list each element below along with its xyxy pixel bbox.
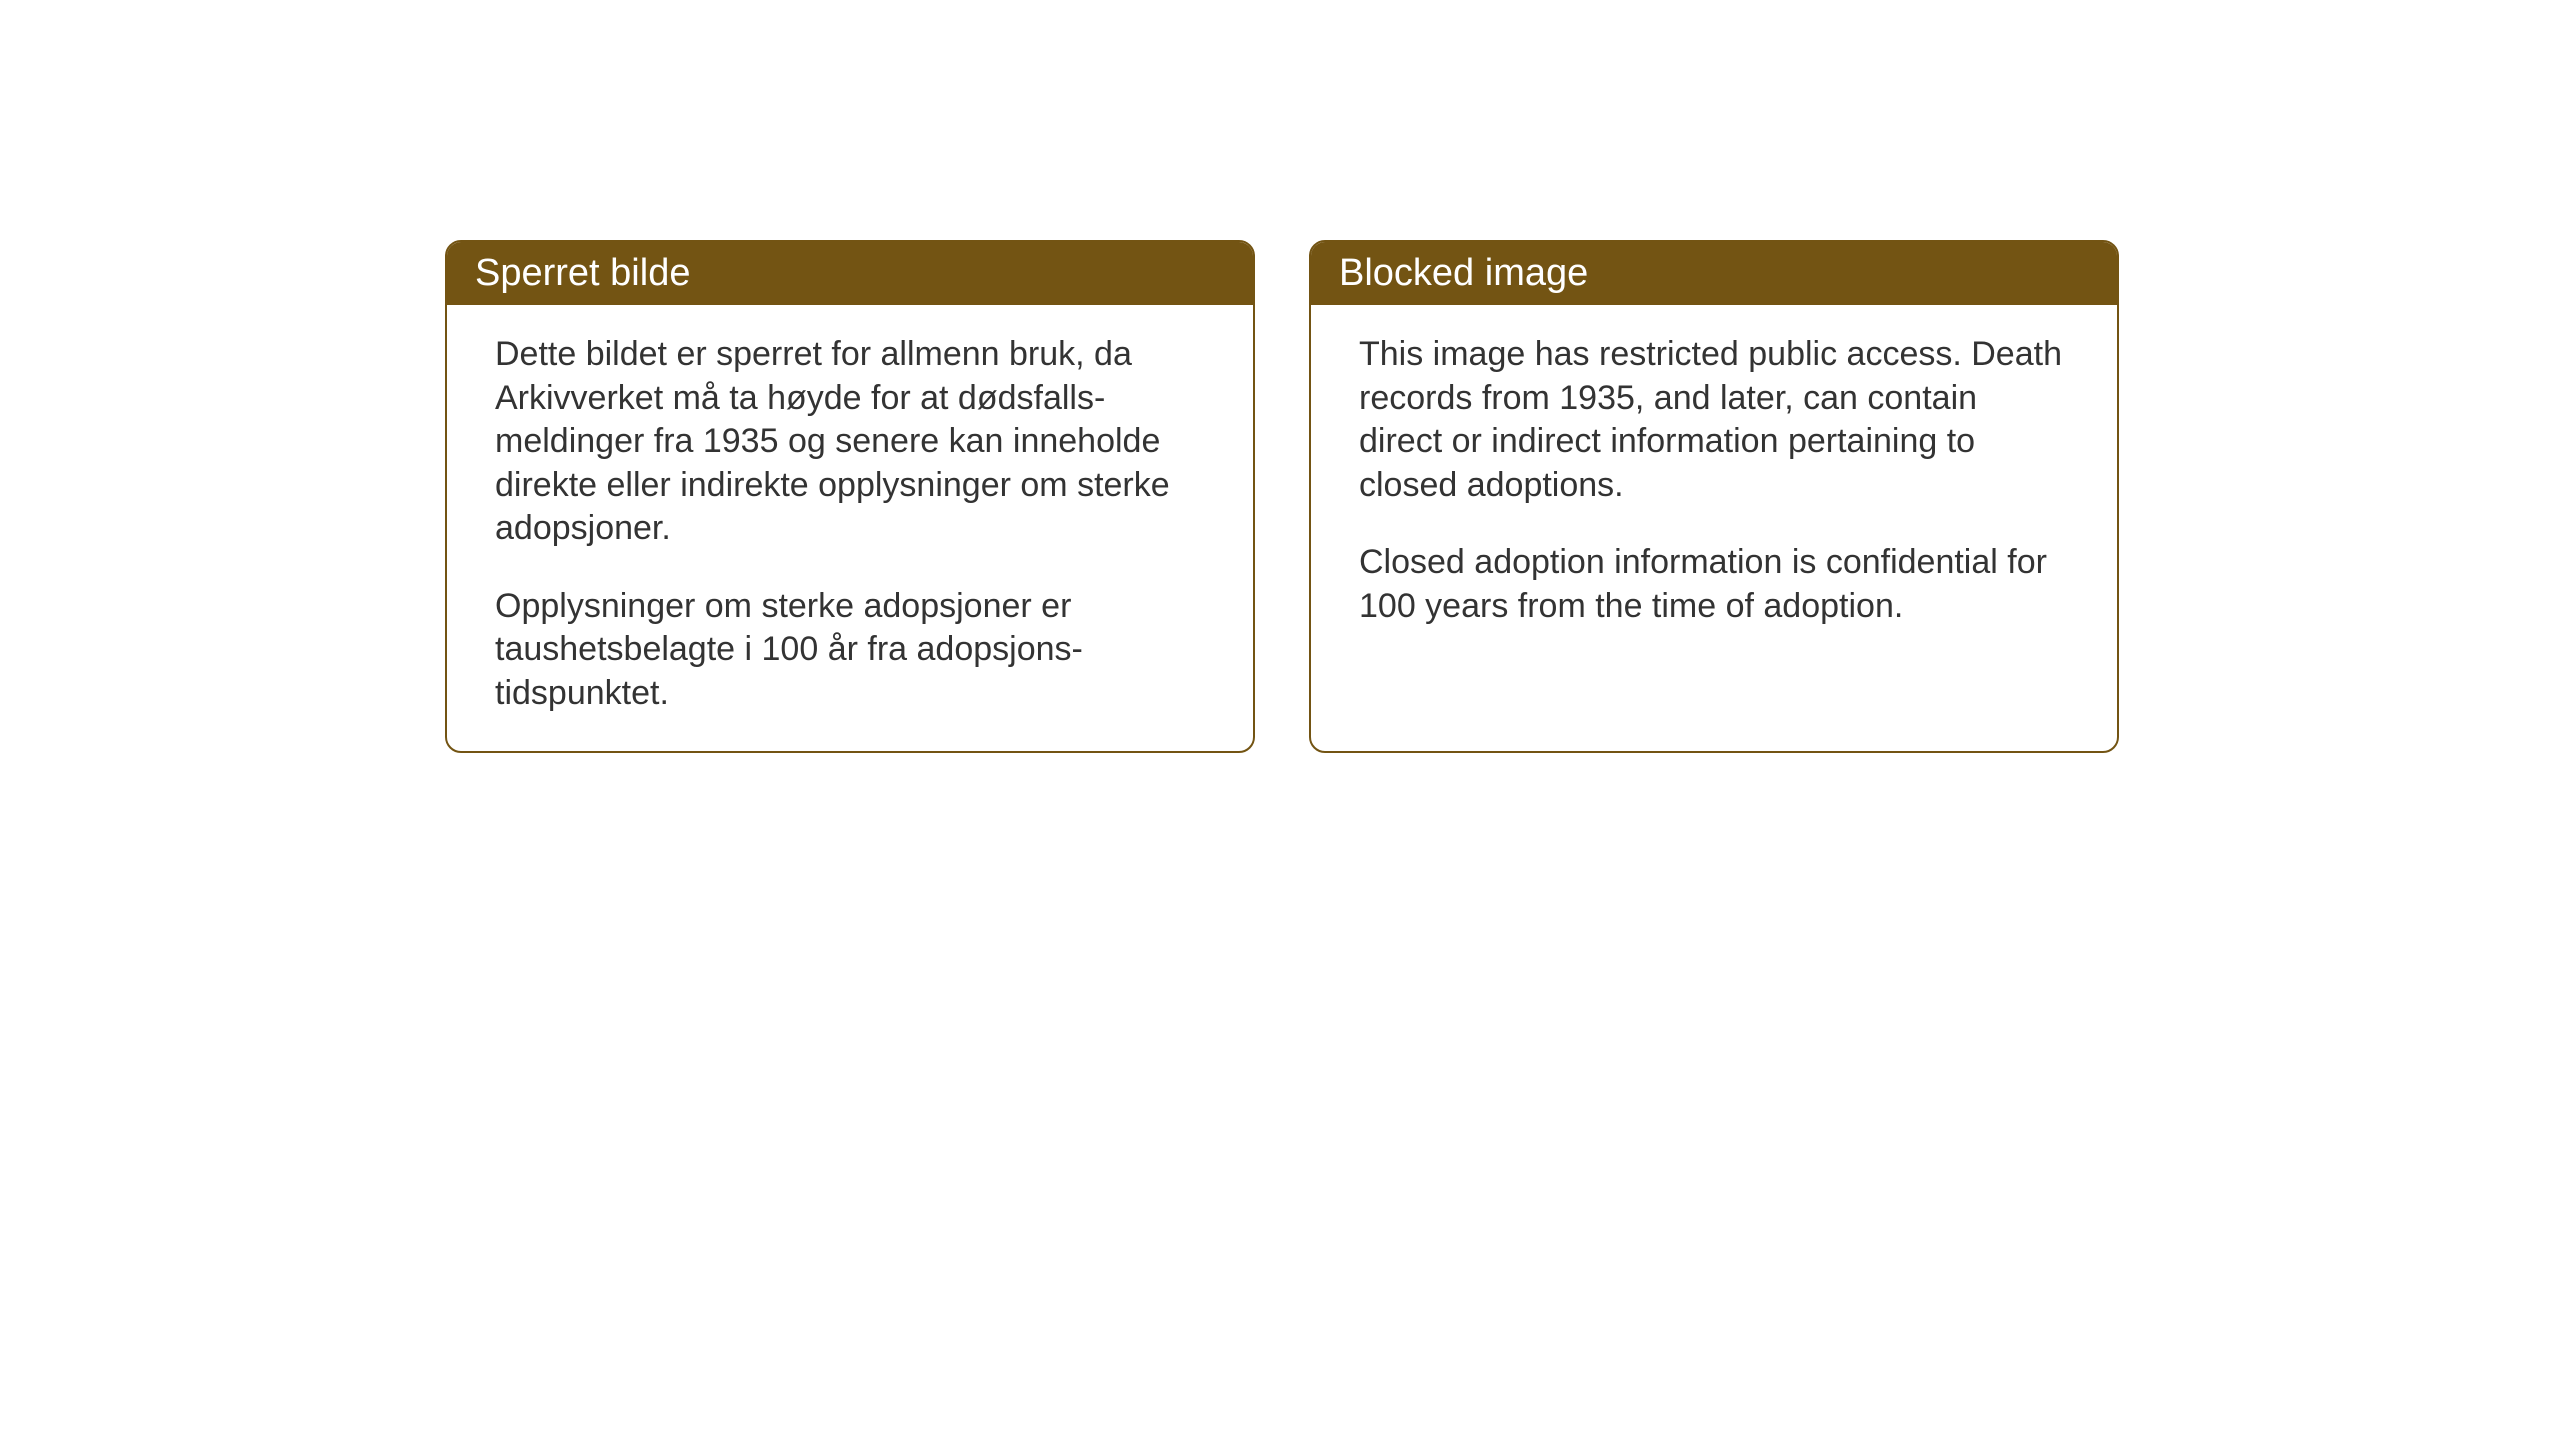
card-body-norwegian: Dette bildet er sperret for allmenn bruk…: [447, 305, 1253, 751]
card-header-norwegian: Sperret bilde: [447, 242, 1253, 305]
card-paragraph-2-norwegian: Opplysninger om sterke adopsjoner er tau…: [495, 585, 1205, 716]
notice-container: Sperret bilde Dette bildet er sperret fo…: [445, 240, 2119, 753]
card-title-english: Blocked image: [1339, 252, 1588, 294]
card-title-norwegian: Sperret bilde: [475, 252, 690, 294]
card-body-english: This image has restricted public access.…: [1311, 305, 2117, 664]
card-header-english: Blocked image: [1311, 242, 2117, 305]
notice-card-norwegian: Sperret bilde Dette bildet er sperret fo…: [445, 240, 1255, 753]
card-paragraph-1-english: This image has restricted public access.…: [1359, 333, 2069, 507]
card-paragraph-1-norwegian: Dette bildet er sperret for allmenn bruk…: [495, 333, 1205, 551]
notice-card-english: Blocked image This image has restricted …: [1309, 240, 2119, 753]
card-paragraph-2-english: Closed adoption information is confident…: [1359, 541, 2069, 628]
